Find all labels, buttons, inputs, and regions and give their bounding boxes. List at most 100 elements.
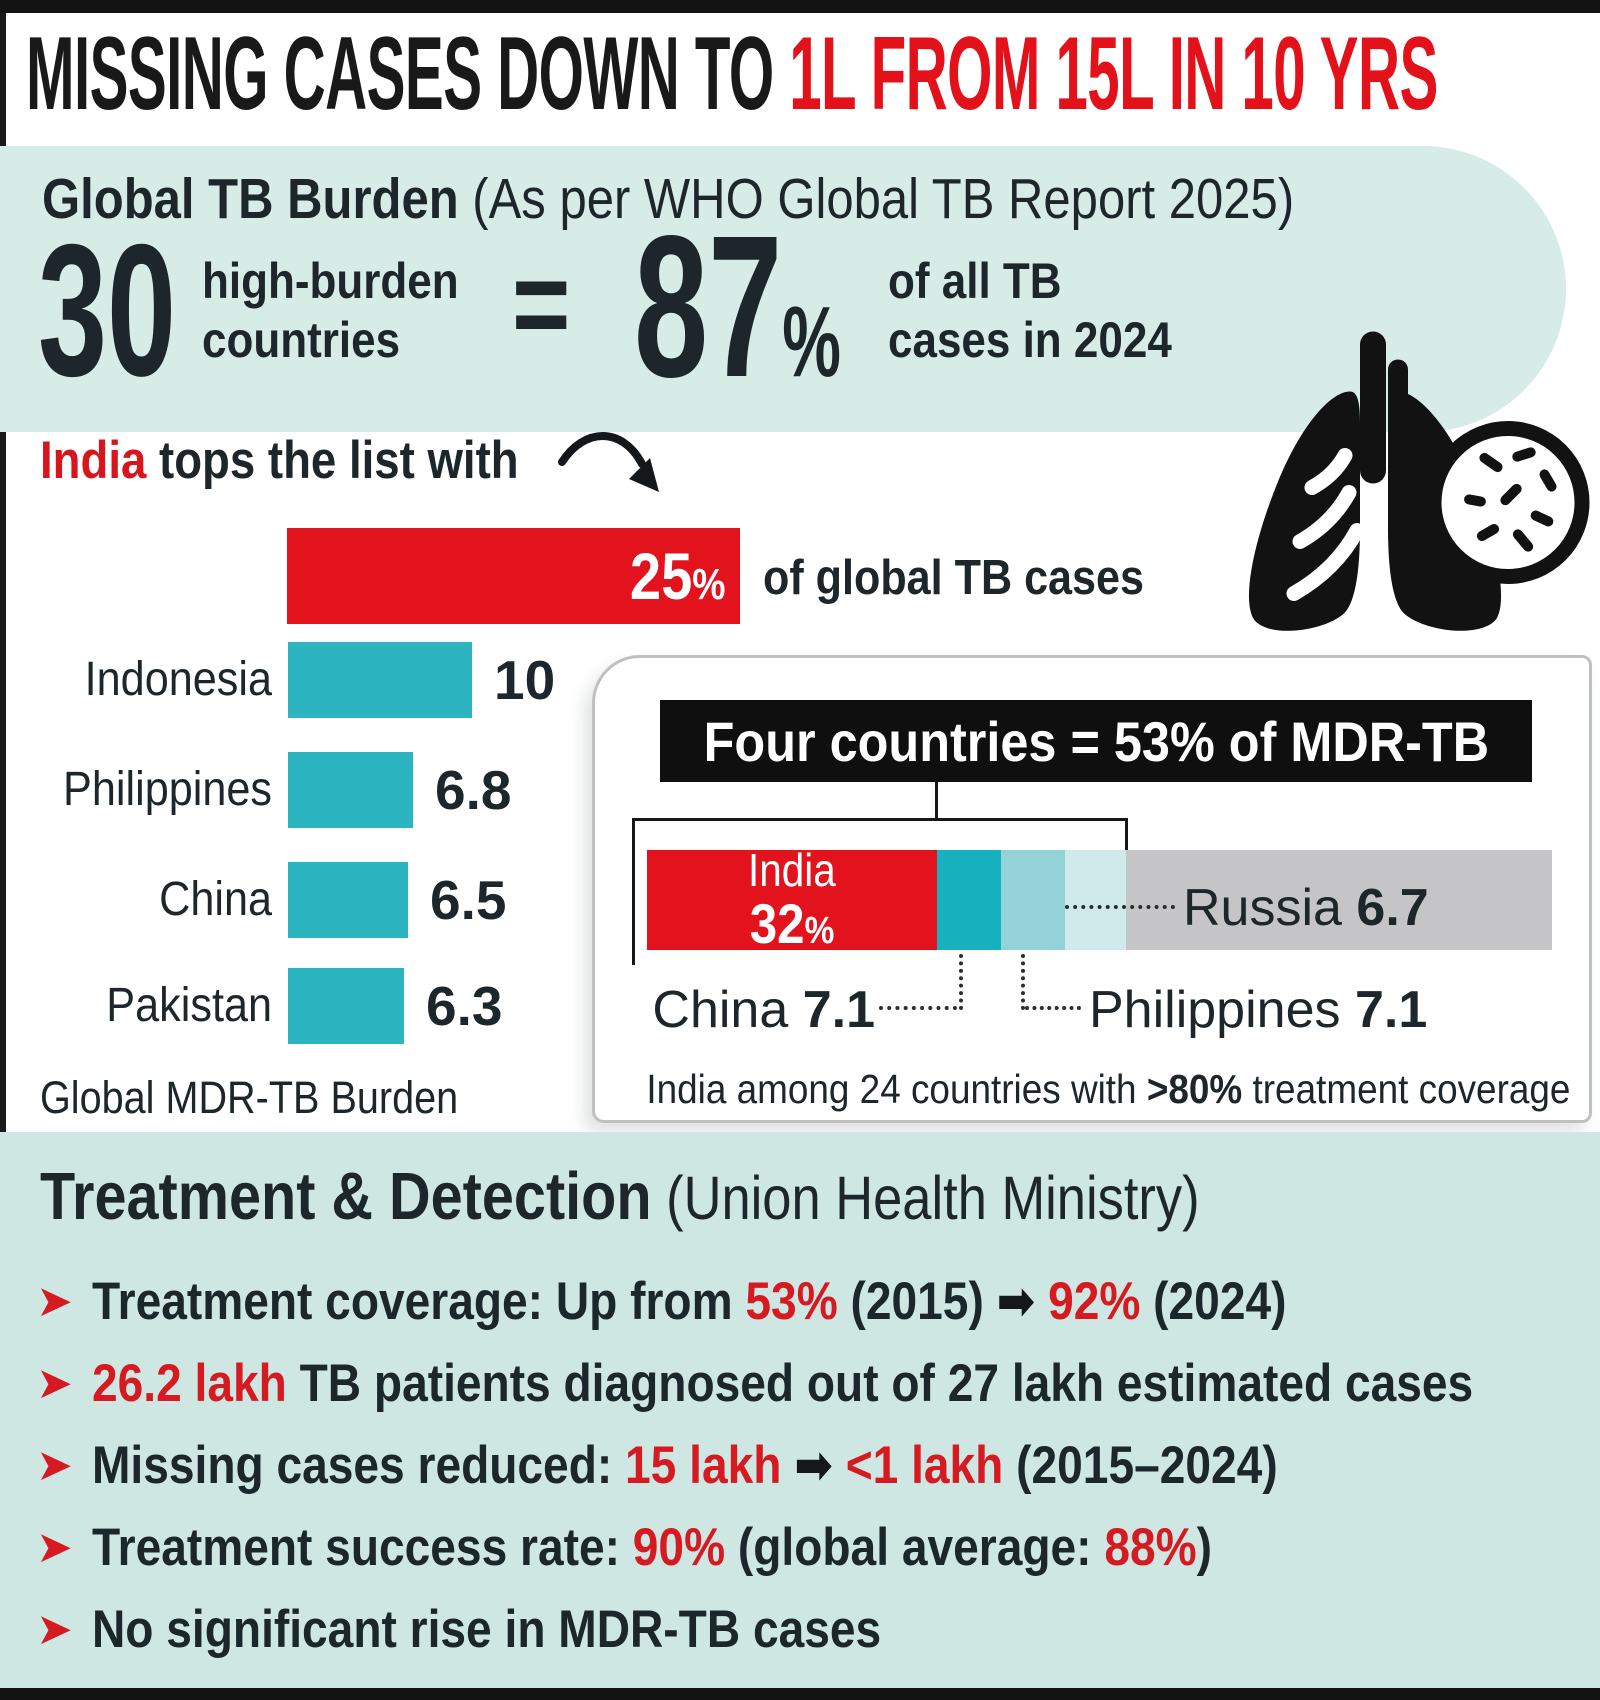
bullet-row: ➤ No significant rise in MDR-TB cases (36, 1588, 1600, 1670)
mdr-segment-russia (1065, 850, 1126, 950)
bullet-segment: 90% (632, 1517, 726, 1577)
tb-row-label: Pakistan (106, 979, 272, 1032)
mdr-tb-panel: Four countries = 53% of MDR-TB India 32% … (592, 655, 1592, 1123)
mdr-segment-china (936, 850, 1001, 950)
right-arrow-icon: ➡ (996, 1271, 1036, 1331)
bracket-line (1125, 818, 1128, 853)
bullet-arrow-icon: ➤ (36, 1522, 73, 1572)
tb-chart-row: Pakistan 6.3 (0, 968, 620, 1044)
mdr-footnote: India among 24 countries with >80% treat… (646, 1066, 1571, 1112)
top-black-strip (0, 0, 1600, 13)
bullet-row: ➤ Treatment coverage: Up from 53% (2015) … (36, 1260, 1600, 1342)
tb-row-bar (288, 862, 408, 938)
bullet-segment (781, 1436, 794, 1495)
mdr-segment-others (1125, 850, 1552, 950)
bullet-segment: Treatment success rate: (92, 1517, 633, 1577)
tb-chart-row: China 6.5 (0, 862, 620, 938)
treatment-bullet-list: ➤ Treatment coverage: Up from 53% (2015) … (36, 1260, 1600, 1670)
bullet-segment: 92% (1048, 1271, 1141, 1331)
bullet-arrow-icon: ➤ (36, 1440, 73, 1490)
stat-30: 30 (38, 205, 177, 415)
tb-row-bar (288, 642, 472, 718)
bullet-segment (1035, 1272, 1048, 1331)
bullet-segment: (2015–2024) (1003, 1435, 1278, 1495)
bullet-text: Treatment success rate: 90% (global aver… (92, 1517, 1212, 1578)
mdr-burden-caption: Global MDR-TB Burden (40, 1072, 459, 1123)
china-leader-line (879, 1006, 957, 1010)
bullet-segment: (2015) (837, 1271, 997, 1331)
bullet-segment: TB patients diagnosed out of 27 lakh est… (286, 1353, 1474, 1413)
bottom-black-strip (0, 1688, 1600, 1700)
india-share-suffix: of global TB cases (763, 551, 1144, 605)
tb-row-value: 10 (494, 649, 556, 711)
tb-row-value: 6.3 (426, 975, 503, 1037)
bullet-row: ➤ 26.2 lakh TB patients diagnosed out of … (36, 1342, 1600, 1424)
bullet-segment: (global average: (725, 1517, 1105, 1577)
bullet-segment: (2024) (1140, 1271, 1287, 1331)
india-share-value: 25 (630, 539, 693, 613)
russia-label: Russia 6.7 (1183, 879, 1429, 937)
treatment-detection-section: Treatment & Detection (Union Health Mini… (0, 1132, 1600, 1688)
china-label: China 7.1 (652, 981, 875, 1039)
india-share-bar: 25% (287, 528, 740, 624)
bullet-arrow-icon: ➤ (36, 1358, 73, 1408)
mdr-banner: Four countries = 53% of MDR-TB (660, 700, 1532, 782)
india-segment-number: 32 (749, 891, 805, 955)
tb-chart-row: Philippines 6.8 (0, 752, 620, 828)
mdr-segment-india: India 32% (647, 846, 937, 953)
headline-red: 1L FROM 15L IN 10 YRS (789, 15, 1438, 132)
tb-row-label: China (159, 873, 272, 926)
bracket-line (632, 818, 1128, 821)
global-tb-burden-title: Global TB Burden (As per WHO Global TB R… (42, 166, 1498, 232)
bullet-segment (833, 1436, 846, 1495)
lungs-bacteria-icon (1248, 331, 1590, 631)
india-tops-heading: India tops the list with (40, 431, 519, 490)
headline-black: MISSING CASES DOWN TO (26, 15, 790, 132)
bullet-text: Missing cases reduced: 15 lakh ➡ <1 lakh… (92, 1435, 1278, 1496)
china-leader-line (959, 954, 963, 1010)
treatment-heading: Treatment & Detection (Union Health Mini… (40, 1159, 1200, 1234)
india-segment-label: India (747, 844, 836, 897)
stat-30-label: high-burden countries (202, 253, 459, 368)
bullet-segment: 15 lakh (625, 1435, 782, 1495)
bullet-segment: Missing cases reduced: (92, 1435, 626, 1495)
tb-row-label: Philippines (63, 763, 272, 816)
tb-row-bar (288, 752, 413, 828)
philippines-leader-line (1025, 1006, 1081, 1010)
title-bold: Global TB Burden (42, 167, 459, 231)
bullet-segment: 88% (1104, 1517, 1197, 1577)
tb-row-label: Indonesia (84, 653, 272, 706)
left-black-edge (0, 13, 6, 1132)
philippines-label: Philippines 7.1 (1089, 981, 1428, 1039)
bullet-text: 26.2 lakh TB patients diagnosed out of 2… (92, 1353, 1473, 1414)
global-tb-burden-panel: Global TB Burden (As per WHO Global TB R… (0, 146, 1566, 432)
tb-row-bar (288, 968, 404, 1044)
bullet-segment: Treatment coverage: Up from (92, 1271, 746, 1331)
tb-chart-row: Indonesia 10 (0, 642, 620, 718)
bullet-segment: <1 lakh (845, 1435, 1004, 1495)
title-rest: (As per WHO Global TB Report 2025) (458, 167, 1295, 231)
russia-leader-line (1065, 905, 1175, 909)
bullet-arrow-icon: ➤ (36, 1604, 73, 1654)
tb-row-value: 6.8 (435, 759, 512, 821)
bracket-line (632, 818, 635, 965)
curved-arrow-icon (558, 432, 659, 492)
philippines-leader-line (1021, 954, 1025, 1010)
headline: MISSING CASES DOWN TO 1L FROM 15L IN 10 … (26, 16, 1600, 132)
mdr-stacked-bar: India 32% (647, 846, 1552, 953)
mdr-segment-philippines (1000, 850, 1066, 950)
stat-87-label: of all TB cases in 2024 (888, 253, 1172, 368)
bullet-segment: No significant rise in MDR-TB cases (92, 1599, 882, 1659)
bullet-text: Treatment coverage: Up from 53% (2015) ➡… (92, 1271, 1286, 1332)
tb-row-value: 6.5 (430, 869, 507, 931)
right-arrow-icon: ➡ (794, 1435, 833, 1495)
bracket-line (935, 782, 938, 820)
bullet-segment: 26.2 lakh (92, 1353, 287, 1413)
india-segment-pct: % (804, 909, 835, 952)
bullet-text: No significant rise in MDR-TB cases (92, 1599, 881, 1660)
bullet-segment: ) (1196, 1517, 1212, 1577)
bullet-row: ➤ Missing cases reduced: 15 lakh ➡ <1 lak… (36, 1424, 1600, 1506)
stat-87: 87% (634, 193, 841, 419)
india-segment-value: 32% (749, 891, 835, 955)
